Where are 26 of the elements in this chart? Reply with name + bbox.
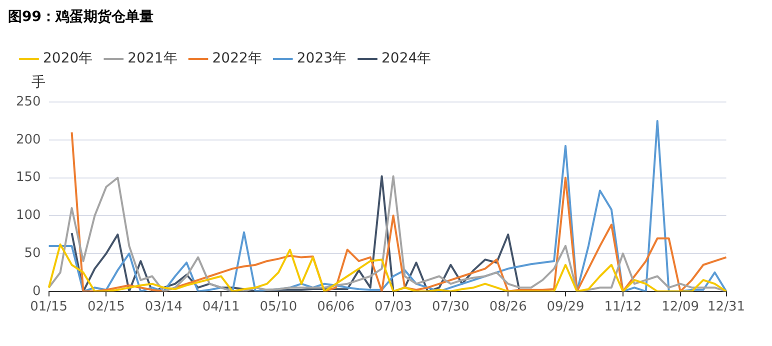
- x-tick-label: 12/09: [662, 300, 700, 315]
- y-tick-label: 0: [32, 284, 41, 299]
- y-tick-label: 150: [16, 170, 41, 186]
- legend-label: 2022年: [212, 50, 262, 67]
- legend-label: 2023年: [296, 50, 347, 67]
- x-tick-label: 07/03: [374, 300, 412, 315]
- y-axis-title: 手: [31, 74, 46, 91]
- x-tick-label: 02/15: [87, 300, 125, 315]
- x-tick-label: 01/15: [30, 300, 68, 315]
- x-tick-label: 11/12: [604, 300, 642, 315]
- x-tick-label: 07/30: [432, 300, 470, 315]
- legend-label: 2024年: [382, 50, 432, 67]
- y-tick-label: 250: [16, 94, 41, 110]
- legend-label: 2021年: [128, 50, 178, 67]
- y-tick-label: 200: [16, 132, 41, 148]
- x-tick-label: 03/14: [144, 300, 182, 315]
- x-tick-label: 05/10: [260, 300, 298, 315]
- x-tick-label: 06/06: [317, 300, 355, 315]
- x-tick-label: 09/29: [546, 300, 584, 315]
- chart-title: 图99：鸡蛋期货仓单量: [8, 8, 154, 27]
- x-tick-label: 12/31: [708, 300, 745, 315]
- legend-label: 2020年: [43, 50, 93, 67]
- x-tick-label: 04/11: [202, 300, 240, 315]
- y-tick-label: 50: [24, 246, 41, 261]
- y-tick-label: 100: [16, 208, 41, 224]
- x-tick-label: 08/26: [489, 300, 527, 315]
